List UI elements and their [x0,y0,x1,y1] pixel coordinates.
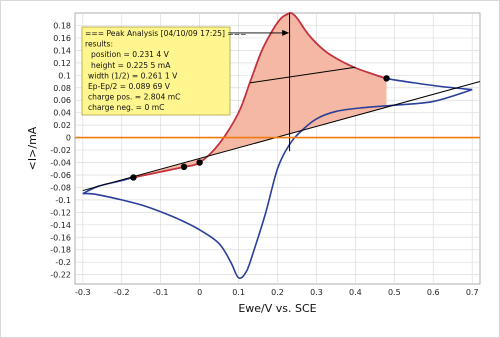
y-tick-label: -0.22 [50,271,71,280]
marker-point [383,75,390,82]
annotation-line: === Peak Analysis [04/10/09 17:25] === [85,29,246,38]
y-axis-label: <I>/mA [26,126,39,170]
annotation-box [81,26,231,116]
y-tick-label: -0.06 [50,171,71,180]
y-tick-label: -0.18 [50,246,71,255]
x-tick-label: 0.2 [271,288,284,297]
annotation-line: charge pos. = 2.804 mC [88,93,180,102]
marker-point [130,174,137,181]
half-width-line [250,66,356,84]
y-tick-label: -0.14 [50,221,71,230]
y-tick-label: -0.1 [55,196,71,205]
x-tick-label: 0.7 [466,288,479,297]
y-tick-label: 0.04 [53,109,71,118]
x-tick-label: 0.4 [349,288,362,297]
annotation-layer: === Peak Analysis [04/10/09 17:25] === re… [81,26,290,116]
x-tick-label: -0.1 [153,288,169,297]
x-tick-label: 0.3 [310,288,323,297]
y-tick-label: 0.16 [53,34,71,43]
peak-baseline [82,81,481,192]
annotation-line: position = 0.231 4 V [91,50,170,59]
annotation-line: charge neg. = 0 mC [88,103,164,112]
peak-area-fill [133,12,387,178]
y-tick-label: 0.14 [53,46,71,55]
lines-layer [82,12,481,279]
ticks-layer: -0.3 -0.2 -0.1 0 0.1 0.2 0.3 0.4 0.5 0.6 0.7 0.18 0.… [50,21,478,297]
marker-point [196,159,203,166]
y-tick-label: -0.16 [50,233,71,242]
voltammogram-reverse-line [82,88,473,279]
y-tick-label: -0.2 [55,258,71,267]
marker-point [180,163,188,171]
x-tick-label: -0.3 [75,288,91,297]
x-tick-label: 0.5 [388,288,401,297]
x-axis-label: Ewe/V vs. SCE [238,302,316,315]
annotation-line: results: [85,40,113,49]
y-tick-label: 0.02 [53,121,71,130]
annotation-line: width (1/2) = 0.261 1 V [88,71,178,80]
y-tick-label: 0.18 [53,21,71,30]
y-tick-label: 0.06 [53,96,71,105]
x-tick-label: -0.2 [114,288,130,297]
annotation-arrow-head [282,29,290,36]
y-tick-label: -0.02 [50,146,71,155]
y-tick-label: -0.12 [50,208,71,217]
annotation-line: height = 0.225 5 mA [91,61,171,70]
annotation-line: Ep-Ep/2 = 0.089 69 V [88,82,171,91]
y-tick-label: 0.12 [53,59,71,68]
y-tick-label: -0.04 [50,159,71,168]
y-tick-label: 0.1 [58,71,71,80]
x-tick-label: 0.6 [427,288,440,297]
x-tick-label: 0.1 [232,288,245,297]
peak-fill-layer [133,12,387,178]
x-tick-label: 0 [197,288,202,297]
y-tick-label: 0 [66,134,71,143]
y-tick-label: -0.08 [50,183,71,192]
y-tick-label: 0.08 [53,84,71,93]
